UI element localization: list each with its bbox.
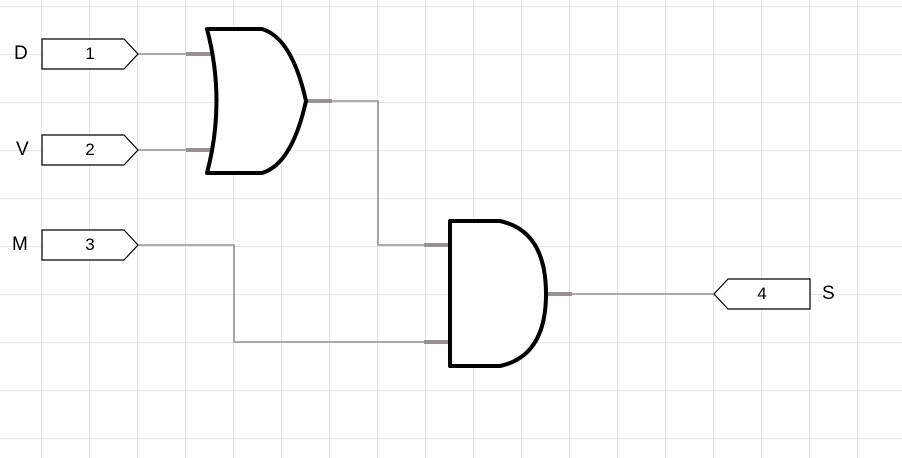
output-number-s: 4 [757, 284, 767, 303]
output-port-s[interactable] [713, 278, 811, 310]
input-label-v: V [16, 139, 29, 160]
input-label-m: M [12, 234, 28, 255]
wire-m-to-and [138, 244, 426, 343]
input-number-m: 3 [85, 235, 95, 254]
wire-or-to-and [330, 100, 426, 246]
and-gate[interactable] [448, 219, 548, 368]
input-number-d: 1 [85, 44, 95, 63]
input-port-d[interactable] [41, 38, 139, 70]
input-label-d: D [14, 43, 28, 64]
output-label-s: S [822, 283, 835, 304]
input-port-v[interactable] [41, 134, 139, 166]
input-number-v: 2 [85, 140, 95, 159]
or-gate[interactable] [205, 27, 308, 175]
input-port-m[interactable] [41, 229, 139, 261]
